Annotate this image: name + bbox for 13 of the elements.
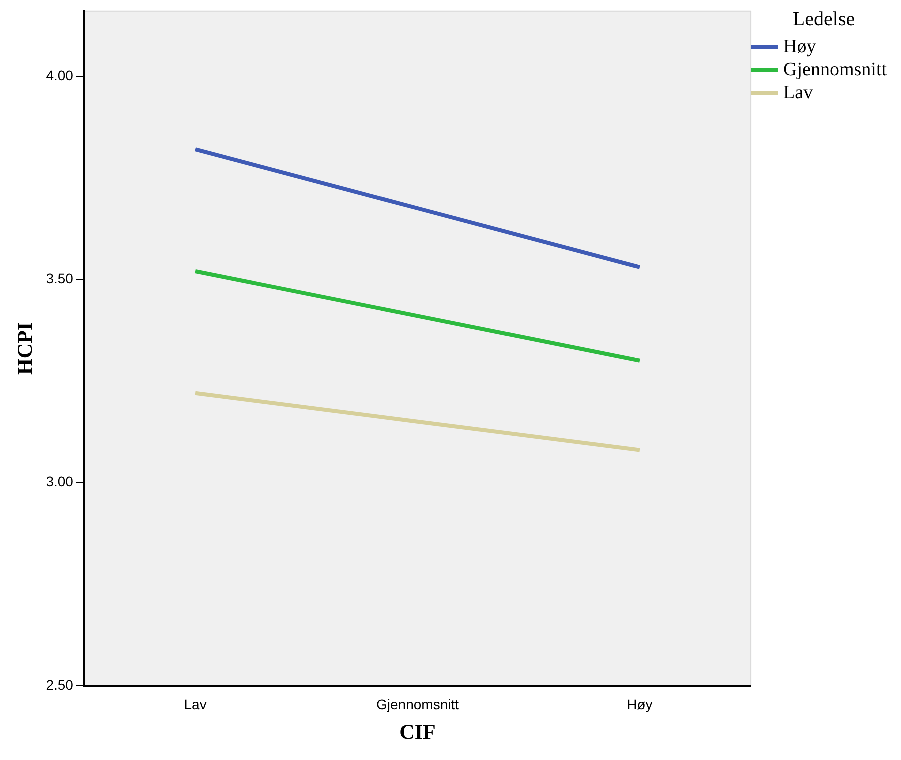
y-tick-label: 4.00 [46, 67, 74, 84]
y-tick-label: 3.00 [46, 474, 74, 490]
x-tick-label: Gjennomsnitt [376, 696, 460, 712]
legend-label: Høy [784, 36, 817, 58]
y-tick-label: 3.50 [46, 270, 74, 286]
x-tick-label: Lav [184, 696, 207, 712]
y-tick-label: 2.50 [46, 676, 74, 693]
x-axis-title: CIF [400, 720, 436, 744]
y-axis-title: HCPI [13, 322, 38, 375]
x-tick-label: Høy [627, 696, 653, 712]
legend-title: Ledelse [792, 8, 856, 30]
legend-label: Lav [784, 82, 814, 104]
legend-label: Gjennomsnitt [784, 59, 888, 80]
